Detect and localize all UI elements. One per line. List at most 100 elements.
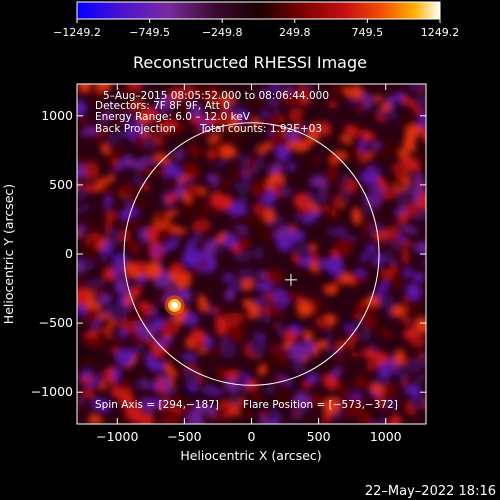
flare-source-core [171,301,179,309]
speckle-blob [144,262,162,279]
speckle-blob [286,376,303,390]
speckle-blob [169,124,186,134]
speckle-blob [103,331,115,340]
speckle-blob [381,102,390,112]
speckle-blob [98,293,112,304]
speckle-blob [401,248,410,265]
speckle-blob [191,103,204,120]
speckle-blob [92,386,99,400]
speckle-blob [325,348,342,355]
speckle-blob [126,240,142,254]
y-tick-label: 1000 [41,108,73,123]
speckle-blob [107,173,115,183]
speckle-blob [319,258,337,270]
speckle-blob [315,316,330,329]
speckle-blob [382,250,394,264]
speckle-blob [289,342,306,362]
speckle-blob [244,413,263,424]
x-tick-label: −1000 [96,429,138,444]
speckle-blob [185,237,197,252]
y-tick-label: −1000 [31,384,73,399]
speckle-blob [248,217,263,231]
speckle-blob [408,84,424,93]
speckle-blob [216,247,224,255]
speckle-blob [164,362,176,378]
speckle-blob [188,329,206,346]
speckle-blob [198,346,207,355]
speckle-blob [171,264,186,276]
speckle-blob [413,272,425,283]
speckle-blob [109,303,128,322]
speckle-blob [207,348,220,360]
speckle-blob [414,173,426,187]
speckle-blob [292,360,307,374]
speckle-blob [81,386,94,399]
speckle-blob [134,379,145,390]
speckle-blob [383,382,395,396]
speckle-blob [390,174,405,190]
speckle-blob [283,340,293,348]
y-tick-label: 0 [65,246,73,261]
speckle-blob [249,338,266,356]
speckle-blob [322,397,340,415]
speckle-blob [386,237,400,253]
speckle-blob [354,268,367,277]
speckle-blob [265,383,276,395]
speckle-blob [241,123,251,133]
speckle-blob [287,153,297,164]
speckle-blob [339,272,354,284]
speckle-blob [191,219,212,233]
x-axis-label: Heliocentric X (arcsec) [180,448,321,463]
speckle-blob [312,348,320,356]
speckle-blob [294,392,311,408]
speckle-blob [388,414,402,424]
speckle-blob [274,224,292,239]
speckle-blob [273,180,282,199]
speckle-blob [122,101,134,113]
speckle-blob [229,393,240,406]
chart-title: Reconstructed RHESSI Image [133,53,367,72]
speckle-blob [221,94,235,105]
speckle-blob [285,292,300,301]
speckle-blob [182,248,203,267]
speckle-blob [414,241,426,253]
speckle-blob [103,240,113,255]
y-tick-label: 500 [49,177,73,192]
speckle-blob [300,256,312,268]
speckle-blob [77,395,85,407]
speckle-blob [343,141,359,157]
speckle-blob [362,348,374,359]
speckle-blob [320,270,336,287]
speckle-blob [81,243,98,261]
speckle-blob [162,287,174,304]
speckle-blob [398,232,406,244]
speckle-blob [182,201,194,218]
speckle-blob [80,369,93,378]
solar-limb [123,122,380,386]
annotation-method: Back Projection [95,123,176,135]
speckle-blob [290,325,303,335]
speckle-blob [350,112,360,124]
speckle-blob [182,353,197,362]
speckle-blob [303,381,312,389]
speckle-blob [77,165,86,180]
speckle-blob [374,94,383,103]
speckle-blob [290,229,305,243]
speckle-blob [404,201,420,216]
speckle-blob [417,153,425,162]
speckle-blob [255,281,274,292]
speckle-blob [261,110,269,118]
speckle-blob [145,397,164,407]
speckle-blob [326,226,338,239]
speckle-blob [335,341,346,351]
speckle-blob [376,107,389,119]
speckle-blob [343,126,359,136]
speckle-blob [328,164,338,182]
speckle-blob [168,87,184,104]
speckle-blob [94,207,103,219]
speckle-blob [155,145,171,153]
speckle-blob [294,243,312,261]
speckle-blob [387,372,401,386]
speckle-blob [295,140,311,152]
speckle-blob [80,126,99,136]
